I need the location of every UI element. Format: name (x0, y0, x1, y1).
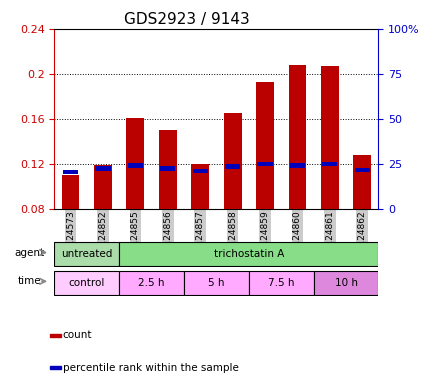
Bar (50, 366, 61, 369)
Bar (289, 163, 304, 167)
Bar (126, 118, 144, 209)
Bar (50, 334, 61, 337)
Bar (288, 65, 306, 209)
Bar (63, 170, 78, 174)
Bar (95, 166, 110, 171)
Bar (354, 167, 369, 172)
Text: untreated: untreated (61, 249, 112, 259)
Bar (158, 130, 176, 209)
Text: 2.5 h: 2.5 h (138, 278, 164, 288)
Bar (224, 164, 240, 169)
Text: 7.5 h: 7.5 h (267, 278, 294, 288)
Bar (119, 271, 184, 295)
Text: GDS2923 / 9143: GDS2923 / 9143 (124, 12, 250, 27)
Bar (54, 242, 119, 266)
Bar (257, 162, 272, 166)
Bar (192, 169, 207, 173)
Bar (248, 271, 313, 295)
Text: trichostatin A: trichostatin A (213, 249, 283, 259)
Bar (320, 66, 338, 209)
Bar (160, 166, 175, 171)
Text: 5 h: 5 h (208, 278, 224, 288)
Bar (223, 113, 241, 209)
Text: count: count (62, 330, 92, 340)
Bar (322, 162, 337, 166)
Bar (313, 271, 378, 295)
Text: 10 h: 10 h (334, 278, 357, 288)
Bar (128, 163, 143, 167)
Bar (94, 165, 112, 209)
Bar (119, 242, 378, 266)
Text: control: control (69, 278, 105, 288)
Bar (256, 82, 273, 209)
Bar (184, 271, 248, 295)
Bar (62, 175, 79, 209)
Text: time: time (18, 276, 42, 286)
Text: agent: agent (15, 248, 45, 258)
Text: percentile rank within the sample: percentile rank within the sample (62, 363, 238, 373)
Bar (54, 271, 119, 295)
Bar (352, 155, 370, 209)
Bar (191, 164, 209, 209)
